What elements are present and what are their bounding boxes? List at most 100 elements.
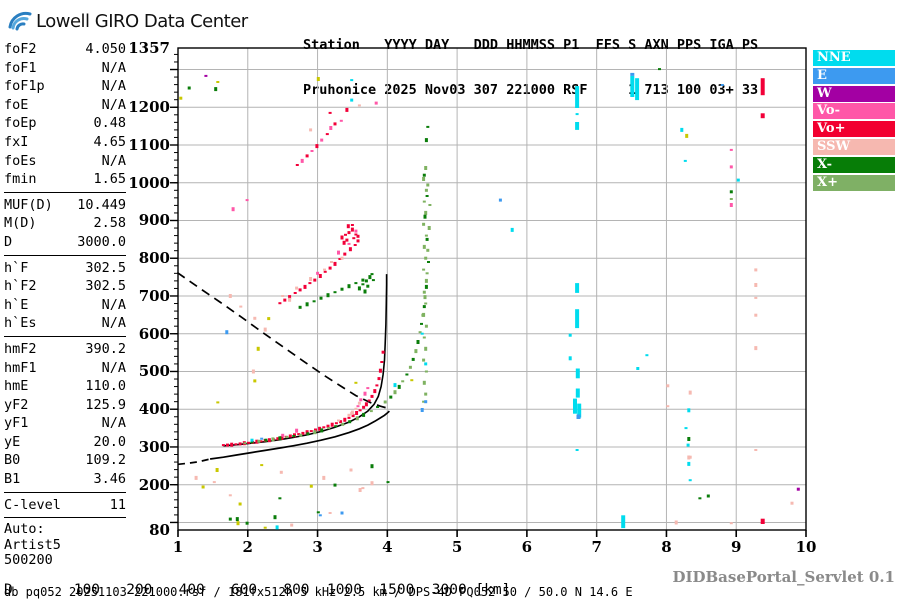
autoscaling-info: Auto: Artist5 500200 — [4, 522, 126, 569]
param-row: fmin 1.65 — [4, 170, 126, 189]
param-label: foEp — [4, 115, 37, 132]
echo-point — [373, 389, 377, 394]
legend-label: NNE — [817, 50, 851, 65]
echo-point — [420, 322, 423, 325]
echo-point — [510, 227, 514, 232]
echo-point — [364, 279, 368, 283]
echo-point — [330, 422, 334, 427]
echo-point — [345, 238, 349, 242]
echo-bar — [621, 515, 626, 529]
param-row: B0 109.2 — [4, 451, 126, 470]
echo-legend: NNE E W Vo- Vo+ SSW X- X+ — [813, 50, 895, 192]
echo-point — [698, 497, 702, 500]
param-label: C-level — [4, 496, 61, 513]
param-value: 4.65 — [93, 133, 126, 150]
echo-point — [278, 436, 282, 441]
echo-bar — [575, 122, 580, 130]
legend-item-xplus: X+ — [813, 174, 895, 191]
echo-point — [315, 144, 319, 149]
legend-item-voplus: Vo+ — [813, 121, 895, 138]
echo-point — [255, 439, 259, 444]
echo-point — [320, 428, 324, 433]
echo-point — [357, 401, 361, 405]
param-label: hmF1 — [4, 359, 37, 376]
echo-point — [684, 427, 688, 430]
echo-point — [298, 288, 302, 292]
station-header-line1: Station YYYY DAY DDD HHMMSS P1 FFS S AXN… — [303, 37, 759, 53]
echo-point — [366, 387, 370, 390]
echo-point — [422, 290, 426, 294]
echo-point — [422, 305, 426, 309]
echo-point — [343, 417, 347, 422]
echo-point — [318, 426, 322, 431]
echo-point — [424, 346, 428, 351]
echo-bar — [575, 368, 580, 379]
echo-point — [405, 373, 409, 376]
legend-item-vominus: Vo- — [813, 103, 895, 120]
legend-label: SSW — [817, 138, 851, 154]
echo-point — [796, 487, 800, 491]
echo-point — [359, 398, 363, 402]
y-axis-label: 900 — [138, 211, 170, 230]
echo-point — [754, 283, 758, 287]
autoscaling-line: 500200 — [4, 552, 53, 569]
param-value: 0.48 — [93, 115, 126, 132]
echo-point — [214, 87, 218, 92]
echo-point — [288, 295, 292, 300]
echo-point — [754, 449, 758, 451]
echo-point — [347, 242, 351, 245]
echo-point — [328, 111, 332, 114]
param-separator — [4, 335, 126, 337]
echo-point — [288, 434, 292, 438]
echo-point — [280, 435, 284, 440]
param-value: 109.2 — [85, 452, 126, 469]
echo-point — [334, 422, 338, 425]
echo-point — [424, 400, 428, 404]
param-label: foF1p — [4, 78, 45, 95]
echo-point — [318, 514, 322, 517]
echo-point — [674, 520, 678, 525]
param-label: h`Es — [4, 315, 37, 332]
x-axis-label: 9 — [731, 538, 742, 556]
echo-point — [422, 222, 426, 226]
echo-point — [250, 438, 254, 442]
param-row: foF1 N/A — [4, 59, 126, 78]
echo-point — [350, 411, 354, 415]
x-axis-label: 5 — [451, 538, 463, 556]
param-label: MUF(D) — [4, 196, 53, 213]
echo-point — [320, 138, 324, 142]
plot-frame — [177, 47, 807, 531]
echo-point — [687, 437, 691, 441]
echo-point — [729, 190, 733, 194]
echo-point — [281, 433, 285, 437]
echo-point — [422, 312, 426, 317]
echo-point — [356, 234, 360, 238]
echo-point — [575, 113, 579, 116]
param-row: h`F2 302.5 — [4, 277, 126, 296]
legend-item-nne: NNE — [813, 50, 895, 66]
echo-point — [422, 244, 426, 249]
param-row: hmE 110.0 — [4, 377, 126, 396]
echo-point — [376, 406, 380, 408]
x-axis-label: 1 — [172, 538, 184, 556]
echo-point — [354, 407, 358, 410]
param-separator — [4, 191, 126, 193]
echo-point — [313, 430, 317, 435]
param-value: N/A — [101, 359, 126, 376]
echo-point — [568, 333, 572, 337]
legend-item-ssw: SSW — [813, 138, 895, 155]
echo-point — [257, 439, 261, 443]
echo-point — [276, 437, 280, 441]
echo-point — [410, 379, 414, 382]
param-label: h`F — [4, 259, 29, 276]
echo-bar — [575, 388, 580, 398]
param-row: foEs N/A — [4, 152, 126, 171]
y-axis-label: 500 — [138, 362, 170, 381]
echo-point — [414, 349, 418, 354]
echo-point — [688, 390, 692, 395]
echo-point — [411, 357, 415, 361]
param-label: D — [4, 233, 13, 250]
echo-point — [680, 127, 684, 132]
param-value: N/A — [101, 59, 126, 76]
x-axis-label: 4 — [382, 538, 393, 556]
